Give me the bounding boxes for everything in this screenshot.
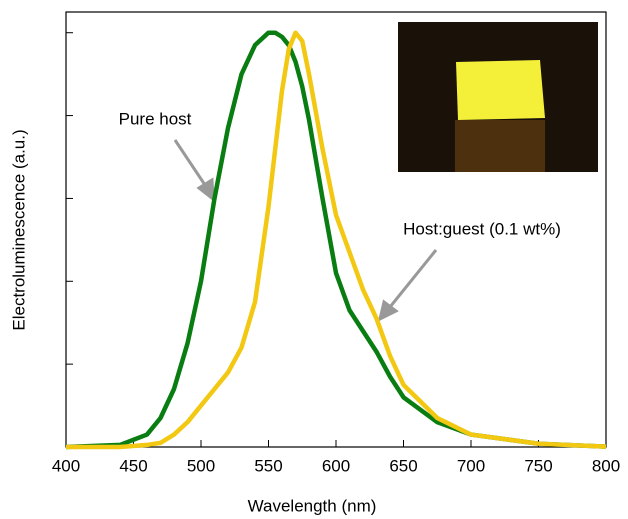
x-tick-label: 450 [119,456,147,475]
x-tick-label: 400 [52,456,80,475]
series-line [66,30,607,450]
x-tick-label: 750 [524,456,552,475]
x-tick-label: 550 [254,456,282,475]
x-tick-label: 700 [457,456,485,475]
x-tick-label: 800 [592,456,620,475]
x-tick-label: 650 [389,456,417,475]
annotation: Pure host [119,109,192,128]
x-tick-label: 500 [187,456,215,475]
y-axis-label: Electroluminescence (a.u.) [9,129,28,330]
annotation: Host:guest (0.1 wt%) [403,219,561,238]
x-axis-label: Wavelength (nm) [248,496,377,515]
x-tick-label: 600 [322,456,350,475]
arrows [173,139,438,322]
inset-photo [398,22,598,172]
